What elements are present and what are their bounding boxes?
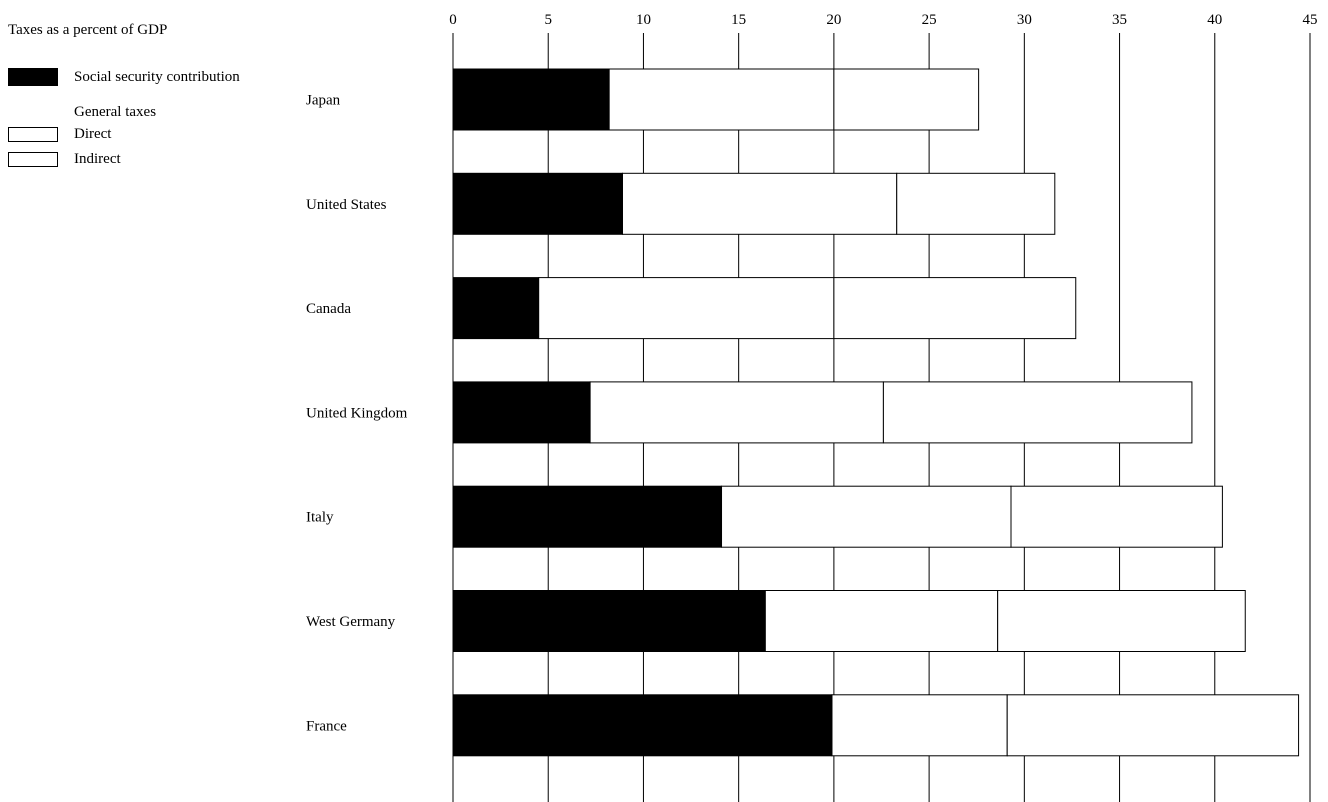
bar-united-states-series-1: [621, 172, 898, 235]
bar-united-kingdom-series-2: [882, 381, 1193, 444]
bar-united-kingdom-series-0: [452, 381, 591, 444]
bar-canada-series-0: [452, 277, 540, 340]
bar-italy-series-0: [452, 485, 723, 548]
x-tick-label-45: 45: [1303, 12, 1318, 28]
category-label-japan: Japan: [306, 93, 341, 109]
legend-title: Taxes as a percent of GDP: [8, 22, 168, 38]
direct-swatch: [8, 126, 58, 142]
bar-canada-series-2: [833, 277, 1077, 340]
social-security-label: Social security contribution: [74, 68, 240, 85]
bar-france-series-1: [831, 694, 1008, 757]
category-label-united-states: United States: [306, 197, 387, 213]
legend-item-direct: Direct: [8, 125, 111, 143]
bar-japan-series-0: [452, 68, 610, 131]
bar-japan-series-1: [608, 68, 835, 131]
category-label-france: France: [306, 718, 347, 734]
bar-italy-series-2: [1010, 485, 1223, 548]
category-label-italy: Italy: [306, 510, 334, 526]
bar-france-series-2: [1006, 694, 1300, 757]
category-label-united-kingdom: United Kingdom: [306, 405, 408, 421]
bar-japan-series-2: [833, 68, 980, 131]
category-labels: Japan United States Canada United Kingdom It…: [306, 93, 408, 735]
direct-label: Direct: [74, 125, 112, 142]
bar-west-germany-series-0: [452, 590, 766, 652]
bar-united-kingdom-series-1: [589, 381, 884, 444]
x-tick-label-10: 10: [636, 12, 651, 28]
bar-france-series-0: [452, 694, 833, 757]
x-tick-label-15: 15: [731, 12, 746, 28]
bar-west-germany-series-1: [764, 590, 999, 652]
bars: [452, 68, 1300, 757]
social-security-swatch: [8, 68, 58, 86]
category-label-canada: Canada: [306, 301, 351, 317]
x-tick-label-25: 25: [922, 12, 937, 28]
bar-canada-series-1: [538, 277, 835, 340]
x-tick-label-40: 40: [1207, 12, 1222, 28]
general-taxes-heading: General taxes: [74, 104, 157, 120]
x-tick-label-5: 5: [544, 12, 552, 28]
bar-west-germany-series-2: [997, 590, 1246, 652]
x-tick-label-35: 35: [1112, 12, 1127, 28]
x-tick-label-0: 0: [449, 12, 457, 28]
x-tick-label-30: 30: [1017, 12, 1032, 28]
bar-united-states-series-2: [896, 172, 1056, 235]
x-axis-ticks: 0 5 10 15 20 25 30 35 40 45: [449, 12, 1317, 28]
indirect-swatch: [8, 151, 58, 167]
category-label-west-germany: West Germany: [306, 614, 396, 630]
indirect-label: Indirect: [74, 150, 121, 167]
legend-item-indirect: Indirect: [8, 150, 121, 168]
bar-united-states-series-0: [452, 172, 623, 235]
bar-italy-series-1: [721, 485, 1012, 548]
legend-item-social-security: Social security contribution: [8, 68, 240, 86]
x-tick-label-20: 20: [826, 12, 841, 28]
